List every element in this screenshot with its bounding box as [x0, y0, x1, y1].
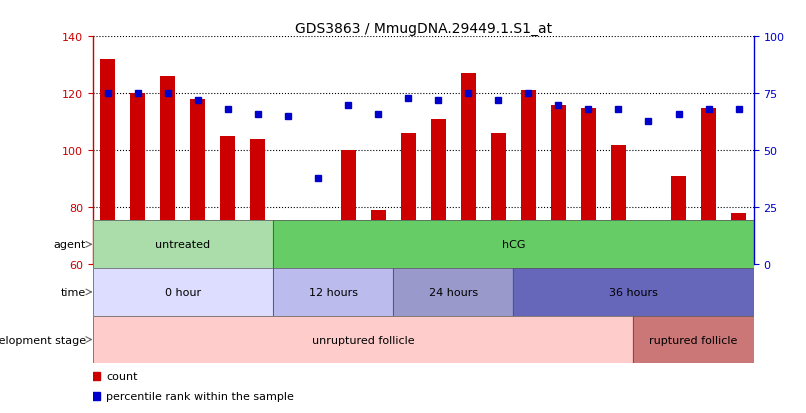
Text: agent: agent [54, 240, 86, 250]
Bar [513, 268, 754, 316]
Bar [280, 253, 296, 265]
Bar [550, 105, 566, 265]
Bar [160, 77, 176, 265]
Bar [634, 316, 754, 363]
Text: percentile rank within the sample: percentile rank within the sample [106, 391, 293, 401]
Bar [401, 134, 416, 265]
Text: time: time [60, 287, 86, 297]
Bar [131, 94, 145, 265]
Bar [93, 221, 273, 268]
Bar [100, 60, 115, 265]
Title: GDS3863 / MmugDNA.29449.1.S1_at: GDS3863 / MmugDNA.29449.1.S1_at [294, 22, 552, 36]
Bar [273, 268, 393, 316]
Bar [93, 221, 273, 268]
Bar [491, 134, 506, 265]
Bar [220, 137, 235, 265]
Text: 12 hours: 12 hours [309, 287, 358, 297]
Text: 0 hour: 0 hour [164, 287, 201, 297]
Bar [671, 176, 686, 265]
Text: unruptured follicle: unruptured follicle [312, 335, 414, 345]
Bar [190, 100, 206, 265]
Bar [393, 268, 513, 316]
Bar [273, 221, 754, 268]
Text: untreated: untreated [156, 240, 210, 250]
Bar [93, 268, 273, 316]
Bar [461, 74, 476, 265]
Bar [521, 91, 536, 265]
Bar [611, 145, 626, 265]
Bar [701, 108, 716, 265]
Bar [273, 268, 393, 316]
Text: ruptured follicle: ruptured follicle [650, 335, 737, 345]
Text: hCG: hCG [501, 240, 525, 250]
Bar [371, 211, 385, 265]
Text: 36 hours: 36 hours [609, 287, 658, 297]
Bar [251, 140, 265, 265]
Bar [393, 268, 513, 316]
Bar [273, 221, 754, 268]
Text: 24 hours: 24 hours [429, 287, 478, 297]
Bar [731, 214, 746, 265]
Bar [581, 108, 596, 265]
Text: count: count [106, 371, 137, 381]
Bar [310, 259, 326, 265]
Text: development stage: development stage [0, 335, 86, 345]
Bar [93, 268, 273, 316]
Bar [641, 239, 656, 265]
Bar [93, 316, 634, 363]
Bar [430, 120, 446, 265]
Bar [341, 151, 355, 265]
Bar [93, 316, 634, 363]
Bar [513, 268, 754, 316]
Bar [634, 316, 754, 363]
